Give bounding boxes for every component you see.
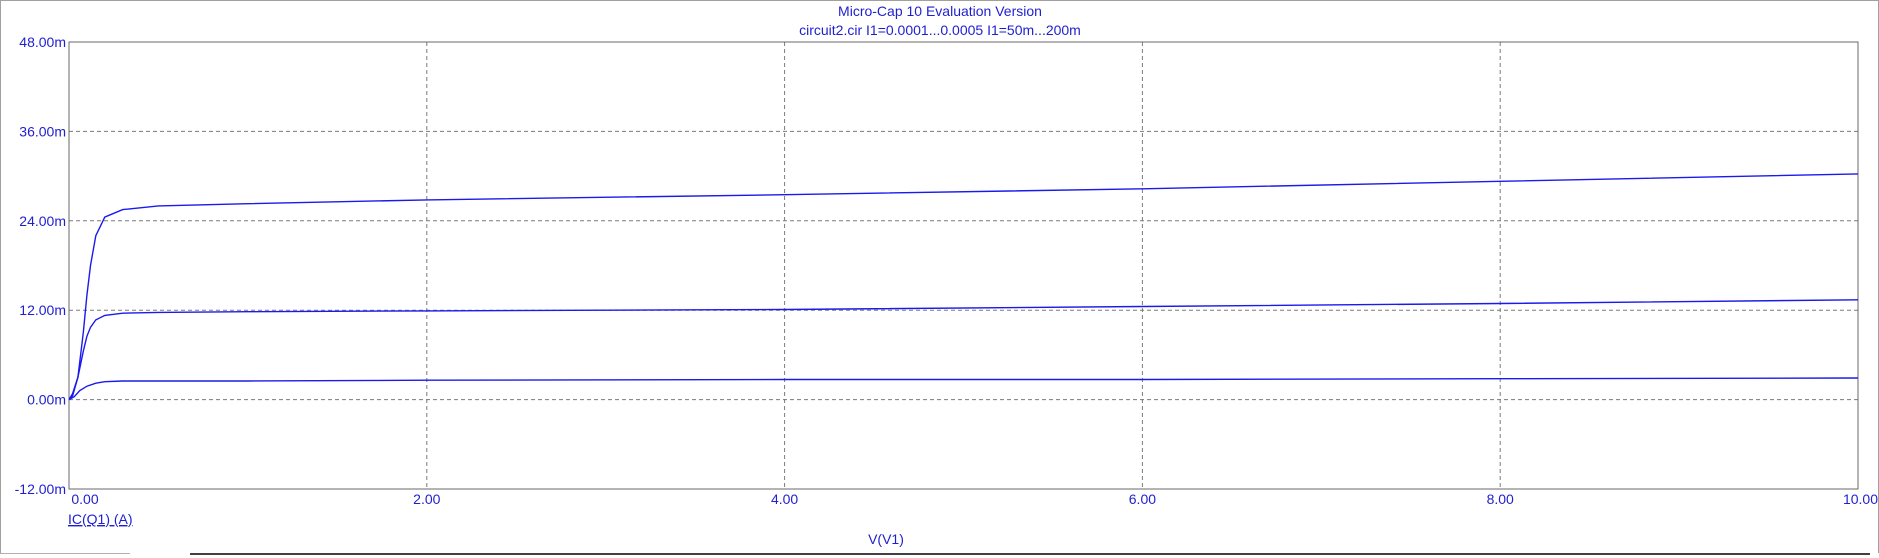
x-tick-label: 8.00 xyxy=(1487,491,1514,507)
chart-title: Micro-Cap 10 Evaluation Version xyxy=(838,3,1042,19)
x-tick-label: 10.00 xyxy=(1843,491,1878,507)
y-tick-label: -12.00m xyxy=(15,481,66,497)
y-tick-label: 0.00m xyxy=(27,392,66,408)
y-tick-label: 12.00m xyxy=(19,302,66,318)
y-tick-label: 24.00m xyxy=(19,213,66,229)
series-line-1 xyxy=(68,173,1859,401)
x-tick-labels: 0.00 2.00 4.00 6.00 8.00 10.00 xyxy=(71,491,1878,507)
y-axis-label[interactable]: IC(Q1) (A) xyxy=(68,511,133,527)
x-axis-label: V(V1) xyxy=(868,531,904,547)
x-tick-label: 0.00 xyxy=(71,491,98,507)
chart-subtitle: circuit2.cir I1=0.0001...0.0005 I1=50m..… xyxy=(799,22,1081,38)
y-tick-label: 36.00m xyxy=(19,123,66,139)
series-group xyxy=(68,173,1859,401)
y-tick-label: 48.00m xyxy=(19,34,66,50)
plot-area xyxy=(68,41,1859,490)
status-segment xyxy=(0,553,130,557)
x-tick-label: 2.00 xyxy=(413,491,440,507)
series-line-3 xyxy=(68,377,1859,401)
x-tick-label: 6.00 xyxy=(1129,491,1156,507)
grid-lines xyxy=(69,42,1858,489)
status-strip xyxy=(0,553,1879,557)
series-line-2 xyxy=(68,299,1859,400)
x-tick-label: 4.00 xyxy=(771,491,798,507)
status-segment xyxy=(190,553,1870,558)
y-tick-labels: -12.00m 0.00m 12.00m 24.00m 36.00m 48.00m xyxy=(15,34,66,497)
